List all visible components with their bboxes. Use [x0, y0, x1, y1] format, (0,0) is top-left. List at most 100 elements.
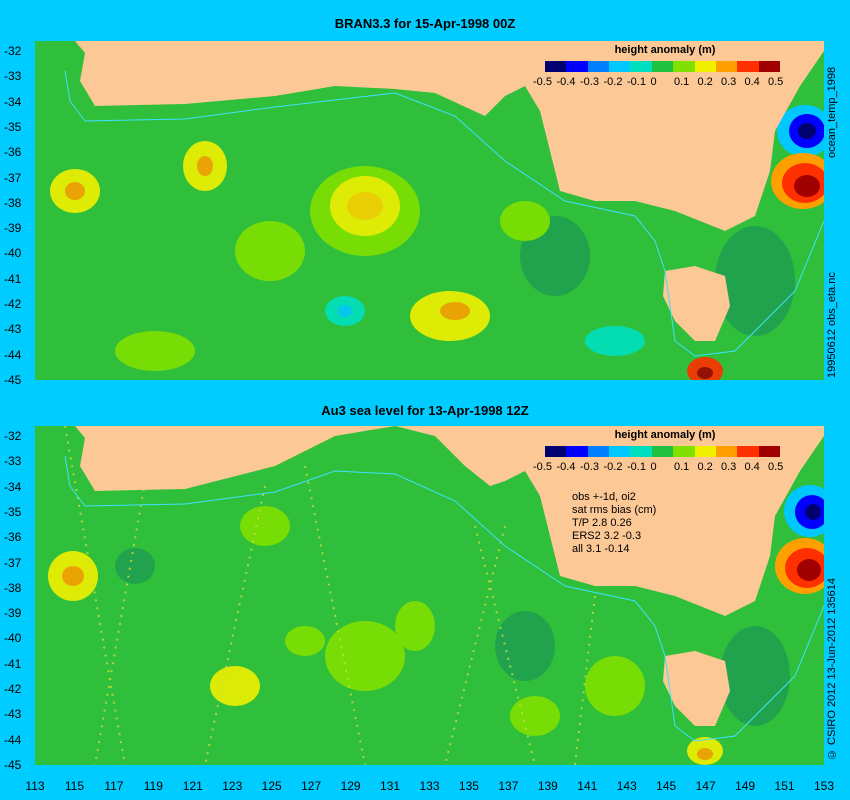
colorbar-label: -0.5: [533, 461, 552, 473]
y-tick-label: -41: [4, 271, 22, 286]
x-tick-label: 125: [261, 779, 282, 793]
x-tick-label: 137: [498, 779, 519, 793]
stats-line: T/P 2.8 0.26: [572, 517, 632, 529]
colorbar-swatch: [587, 446, 610, 457]
colorbar-label: 0.1: [674, 76, 690, 88]
colorbar-label: -0.1: [627, 76, 646, 88]
colorbar-swatch: [758, 446, 780, 457]
y-tick-label: -34: [4, 479, 22, 494]
colorbar-swatch: [758, 61, 780, 72]
y-tick-label: -38: [4, 580, 22, 595]
colorbar-swatch: [651, 446, 674, 457]
stats-line: all 3.1 -0.14: [572, 543, 630, 555]
colorbar-swatch: [737, 446, 759, 457]
colorbar-swatch: [651, 61, 674, 72]
colorbar-swatch: [715, 446, 738, 457]
colorbar-label: -0.4: [556, 461, 576, 473]
y-tick-label: -42: [4, 297, 22, 311]
y-tick-label: -44: [4, 347, 22, 362]
colorbar-label: 0.2: [697, 76, 713, 88]
y-tick-label: -43: [4, 707, 22, 722]
y-tick-label: -40: [4, 246, 22, 261]
x-tick-label: 119: [143, 779, 163, 793]
x-tick-label: 121: [182, 779, 203, 793]
colorbar-label: 0: [650, 461, 657, 473]
bottom-panel-title: Au3 sea level for 13-Apr-1998 12Z: [321, 403, 529, 418]
colorbar-label: -0.2: [603, 76, 623, 88]
y-tick-label: -44: [4, 732, 22, 747]
y-tick-label: -45: [4, 372, 22, 387]
y-tick-label: -32: [4, 44, 22, 58]
x-tick-label: 141: [577, 779, 598, 793]
side-label-copyright: © CSIRO 2012 13-Jun-2012 135614: [826, 577, 838, 760]
stats-line: ERS2 3.2 -0.3: [572, 530, 642, 542]
y-tick-label: -43: [4, 322, 22, 337]
x-tick-label: 151: [774, 779, 795, 793]
bottom-australia-land: [75, 426, 824, 616]
side-label-obs: 19950612 obs_eta.nc: [826, 272, 838, 378]
y-tick-label: -35: [4, 504, 22, 519]
colorbar-label: 0.5: [768, 461, 784, 473]
x-tick-label: 131: [380, 779, 401, 793]
y-tick-label: -36: [4, 145, 22, 160]
colorbar-label: 0.4: [744, 461, 760, 473]
stats-line: sat rms bias (cm): [572, 504, 657, 516]
colorbar-swatch: [694, 61, 716, 72]
stats-box: obs +-1d, oi2 sat rms bias (cm) T/P 2.8 …: [572, 491, 656, 556]
x-tick-label: 113: [25, 779, 45, 793]
y-tick-label: -42: [4, 682, 22, 696]
x-tick-label: 117: [104, 779, 124, 793]
bottom-shelf-contour: [64, 455, 824, 742]
colorbar-label: 0.5: [768, 76, 784, 88]
colorbar-swatch: [545, 446, 567, 457]
colorbar-label: -0.4: [556, 76, 576, 88]
colorbar-swatch: [587, 61, 610, 72]
y-tick-label: -37: [4, 170, 22, 185]
side-label-file: ocean_temp_1998: [826, 66, 838, 158]
bottom-colorbar-title: height anomaly (m): [614, 429, 716, 441]
colorbar-swatch: [715, 61, 738, 72]
top-tasmania-land: [663, 266, 730, 341]
colorbar-swatch: [609, 446, 631, 457]
top-australia-land: [75, 41, 824, 231]
bottom-map-panel: [35, 426, 824, 765]
x-tick-label: 147: [695, 779, 716, 793]
colorbar-label: -0.5: [533, 76, 552, 88]
colorbar-label: 0.4: [744, 76, 760, 88]
colorbar-swatch: [630, 446, 652, 457]
top-map-panel: [35, 41, 824, 380]
y-tick-label: -37: [4, 555, 22, 570]
y-tick-label: -41: [4, 656, 22, 671]
y-tick-label: -35: [4, 119, 22, 134]
x-tick-label: 139: [537, 779, 558, 793]
y-tick-label: -39: [4, 606, 22, 621]
colorbar-label: 0.3: [721, 461, 737, 473]
bottom-tasmania-land: [663, 651, 730, 726]
top-colorbar-bar: [545, 61, 780, 72]
colorbar-swatch: [609, 61, 631, 72]
colorbar-label: 0.2: [697, 461, 713, 473]
colorbar-swatch: [673, 446, 695, 457]
y-tick-label: -33: [4, 69, 22, 84]
y-tick-label: -32: [4, 429, 22, 443]
bottom-colorbar-bar: [545, 446, 780, 457]
colorbar-label: -0.2: [603, 461, 623, 473]
x-tick-label: 123: [222, 779, 243, 793]
x-tick-label: 129: [340, 779, 361, 793]
y-tick-label: -39: [4, 221, 22, 236]
y-tick-label: -40: [4, 631, 22, 646]
y-tick-label: -36: [4, 530, 22, 545]
stats-line: obs +-1d, oi2: [572, 491, 636, 503]
colorbar-swatch: [566, 61, 588, 72]
x-tick-label: 135: [458, 779, 479, 793]
top-shelf-contour: [64, 70, 824, 357]
x-tick-label: 127: [301, 779, 322, 793]
x-tick-label: 115: [64, 779, 84, 793]
top-panel-title: BRAN3.3 for 15-Apr-1998 00Z: [334, 16, 516, 31]
x-tick-label: 149: [735, 779, 756, 793]
x-tick-label: 153: [813, 779, 835, 793]
x-tick-label: 143: [616, 779, 637, 793]
y-tick-label: -34: [4, 94, 22, 109]
colorbar-swatch: [673, 61, 695, 72]
top-map-field: [35, 41, 824, 380]
